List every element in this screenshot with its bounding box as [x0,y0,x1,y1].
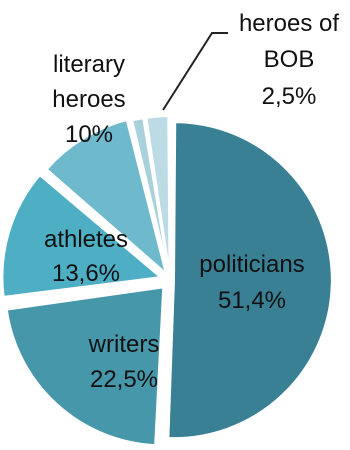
slice-writers [5,286,165,447]
label-athletes: athletes [44,226,128,253]
slice-athletes [1,173,163,299]
label-heroes-of-bob-line2: BOB [264,46,315,73]
label-literary-heroes-line2: heroes [52,86,125,113]
slice-minor-slice [131,117,170,275]
label-writers: writers [88,331,160,358]
slice-politicians [167,121,333,440]
slice-heroes-of-bob [145,115,171,275]
value-athletes: 13,6% [52,260,120,287]
slice-literary-heroes [45,118,168,277]
value-heroes-of-bob: 2,5% [262,83,317,110]
label-literary-heroes-line1: literary [53,51,125,78]
label-politicians: politicians [199,251,304,278]
value-writers: 22,5% [90,366,158,393]
value-literary-heroes: 10% [65,121,113,148]
value-politicians: 51,4% [218,287,286,314]
heroes-of-bob-leader-line [162,32,228,111]
pie-slices [1,115,333,447]
label-heroes-of-bob-line1: heroes of [239,10,339,37]
